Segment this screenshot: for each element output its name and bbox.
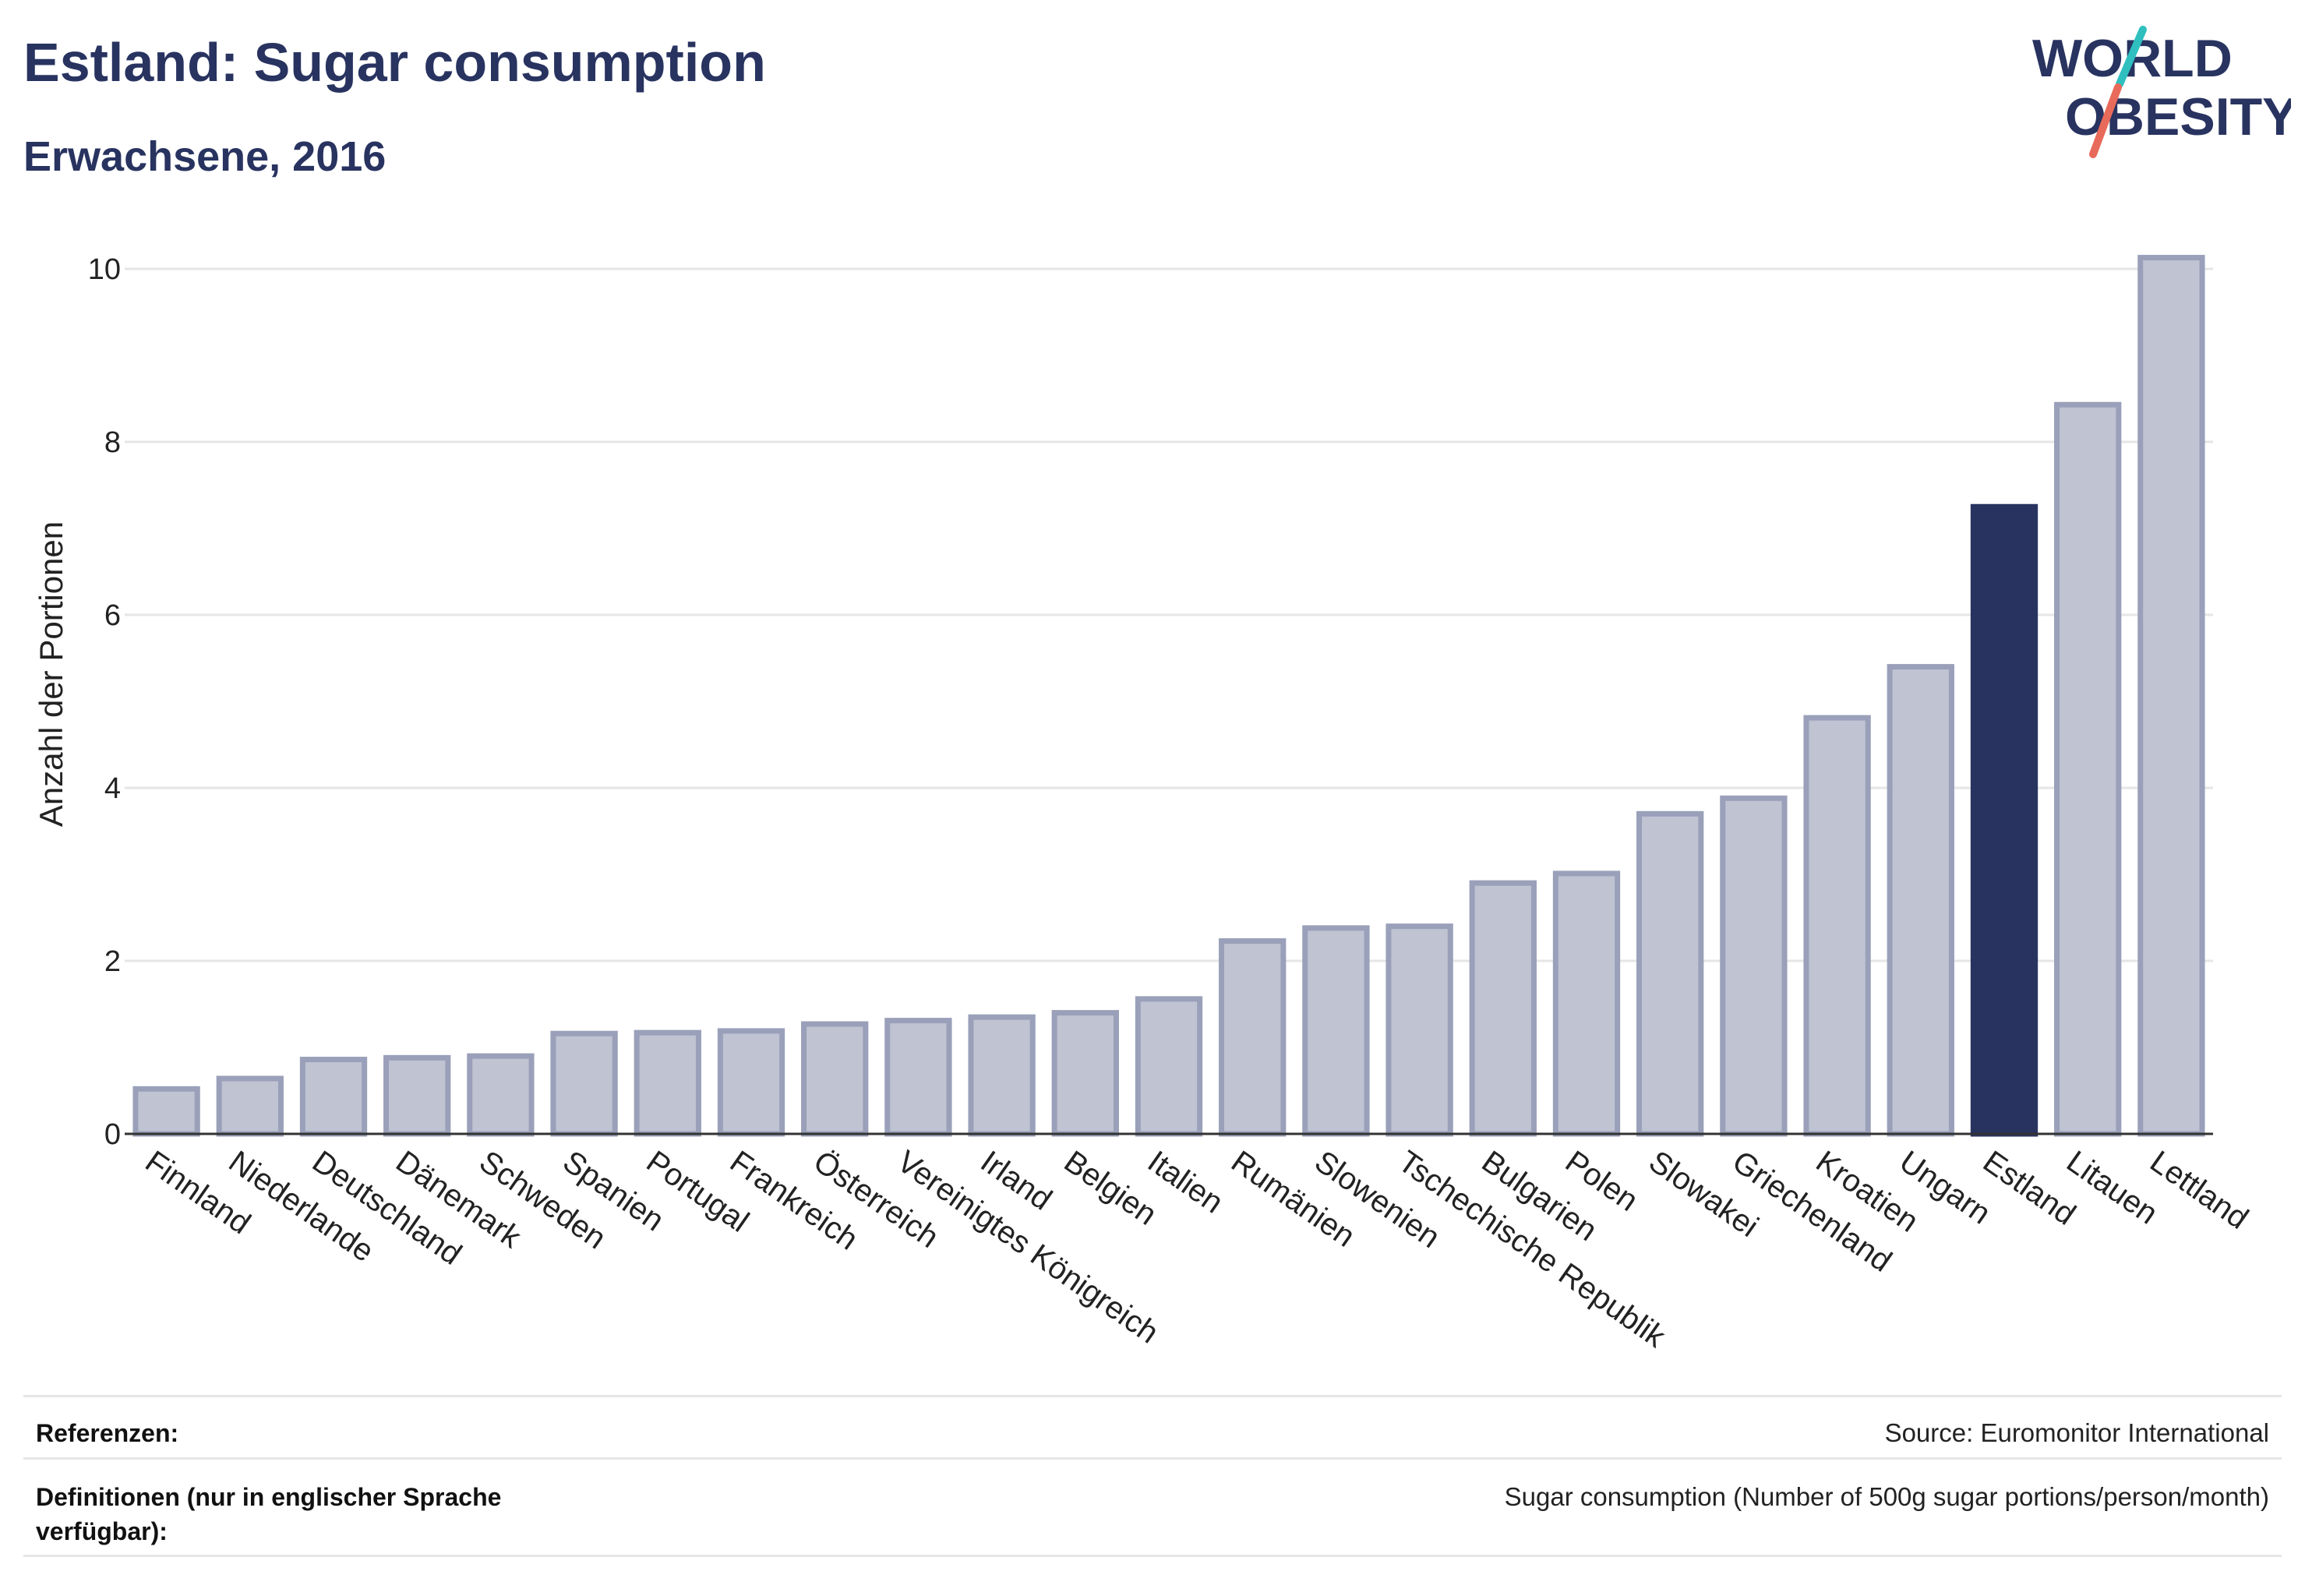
footer-table: Referenzen: Source: Euromonitor Internat…: [23, 1395, 2282, 1557]
bar: [1887, 664, 1954, 1137]
bar: [1970, 503, 2038, 1137]
y-tick-label: 4: [104, 772, 121, 805]
y-tick-label: 8: [104, 426, 121, 459]
definitions-row: Definitionen (nur in englischer Sprache …: [23, 1457, 2282, 1557]
logo-slash-teal: [2116, 26, 2147, 88]
references-value: Source: Euromonitor International: [1884, 1418, 2269, 1447]
bar: [1302, 925, 1370, 1137]
x-axis-ticks: FinnlandNiederlandeDeutschlandDänemarkSc…: [139, 1144, 2254, 1354]
x-tick-label: Estland: [1977, 1144, 2082, 1232]
bar: [1803, 715, 1871, 1137]
bar: [383, 1054, 451, 1137]
bars: [132, 255, 2205, 1137]
bar: [1135, 996, 1203, 1137]
bar: [299, 1057, 368, 1137]
y-axis-ticks: 0 2 4 6 8 10: [88, 253, 121, 1151]
bar: [884, 1018, 952, 1137]
bar: [1469, 880, 1537, 1137]
bar: [1385, 923, 1453, 1137]
bar: [216, 1075, 284, 1137]
bar: [550, 1030, 618, 1137]
bar: [2137, 255, 2205, 1137]
logo-slash-coral: [2089, 83, 2122, 158]
bar: [717, 1028, 785, 1137]
y-axis-label: Anzahl der Portionen: [33, 521, 69, 827]
y-tick-label: 2: [104, 945, 121, 978]
x-tick-label: Litauen: [2060, 1144, 2164, 1231]
bar: [1636, 810, 1704, 1137]
references-row: Referenzen: Source: Euromonitor Internat…: [23, 1395, 2282, 1457]
x-tick-label: Belgien: [1058, 1144, 1163, 1232]
bar: [1219, 937, 1287, 1137]
y-tick-label: 10: [88, 253, 121, 286]
bar: [1051, 1010, 1119, 1137]
definitions-label-line-2: verfügbar):: [36, 1517, 168, 1545]
definitions-value: Sugar consumption (Number of 500g sugar …: [1504, 1482, 2269, 1511]
bar: [968, 1014, 1036, 1137]
bar: [2054, 401, 2122, 1137]
bar: [467, 1053, 535, 1137]
world-obesity-logo: WORLD OBESITY: [2032, 26, 2291, 158]
references-label: Referenzen:: [36, 1419, 179, 1447]
y-tick-label: 6: [104, 599, 121, 632]
page-title: Estland: Sugar consumption: [23, 32, 766, 93]
definitions-label-line-1: Definitionen (nur in englischer Sprache: [36, 1483, 502, 1511]
bar: [132, 1086, 200, 1137]
bar-chart: 0 2 4 6 8 10 FinnlandNiederlandeDeutschlandDä…: [33, 253, 2254, 1354]
y-tick-label: 0: [104, 1118, 121, 1151]
bar: [634, 1029, 701, 1137]
bar: [1720, 795, 1788, 1137]
bar: [801, 1021, 869, 1137]
definitions-label: Definitionen (nur in englischer Sprache …: [36, 1480, 501, 1548]
x-tick-label: Lettland: [2144, 1144, 2254, 1236]
bar: [1552, 870, 1621, 1137]
page-subtitle: Erwachsene, 2016: [23, 133, 387, 180]
